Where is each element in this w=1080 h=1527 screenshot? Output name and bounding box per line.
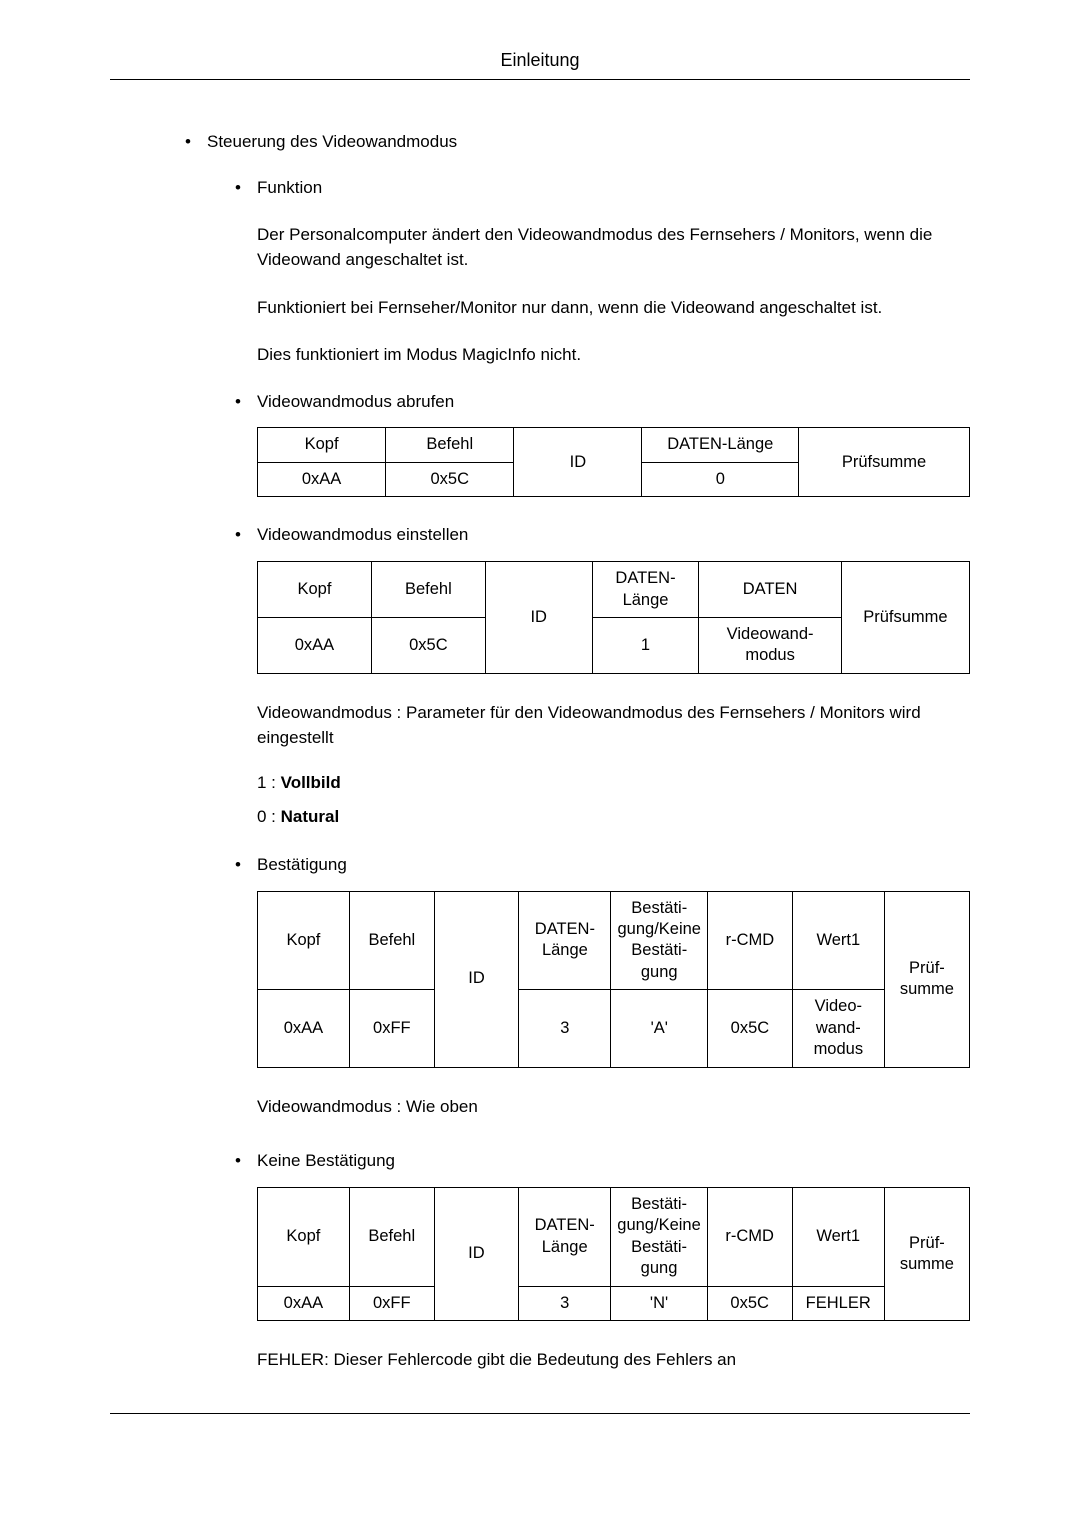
table-cell: 3 xyxy=(519,990,611,1067)
table-cell: Videowand-modus xyxy=(699,617,841,673)
paragraph: Dies funktioniert im Modus MagicInfo nic… xyxy=(257,342,970,368)
table-cell: FEHLER xyxy=(792,1286,884,1320)
table-header-cell: Wert1 xyxy=(792,1187,884,1286)
table-cell: 0x5C xyxy=(707,1286,792,1320)
section-title: Videowandmodus einstellen xyxy=(257,523,970,547)
table-cell: Video-wand-modus xyxy=(792,990,884,1067)
table-header-cell: ID xyxy=(434,891,518,1067)
table-header-cell: DATEN-Länge xyxy=(519,1187,611,1286)
bullet-icon: • xyxy=(235,1149,257,1173)
option-value: Vollbild xyxy=(281,773,341,792)
section-title: Funktion xyxy=(257,176,970,200)
table-cell: 'N' xyxy=(611,1286,708,1320)
table-description: Videowandmodus : Parameter für den Video… xyxy=(235,700,970,751)
table-header-cell: r-CMD xyxy=(707,891,792,990)
table-cell: 0xAA xyxy=(258,990,350,1067)
bullet-icon: • xyxy=(235,390,257,414)
table-header-cell: ID xyxy=(514,428,642,497)
table-einstellen: Kopf Befehl ID DATEN-Länge DATEN Prüfsum… xyxy=(257,561,970,674)
table-header-cell: r-CMD xyxy=(707,1187,792,1286)
option-line: 0 : Natural xyxy=(257,807,970,827)
option-prefix: 0 : xyxy=(257,807,281,826)
section-title: Keine Bestätigung xyxy=(257,1149,970,1173)
bullet-icon: • xyxy=(235,523,257,547)
level1-title: Steuerung des Videowandmodus xyxy=(207,130,970,154)
table-abrufen: Kopf Befehl ID DATEN-Länge Prüfsumme 0xA… xyxy=(257,427,970,497)
bullet-icon: • xyxy=(185,130,207,154)
table-description: Videowandmodus : Wie oben xyxy=(235,1094,970,1120)
table-cell: 0x5C xyxy=(386,462,514,496)
option-prefix: 1 : xyxy=(257,773,281,792)
table-header-cell: Kopf xyxy=(258,428,386,462)
table-header-cell: Befehl xyxy=(386,428,514,462)
section-title: Videowandmodus abrufen xyxy=(257,390,970,414)
page-header: Einleitung xyxy=(110,50,970,80)
table-header-cell: Prüf-summe xyxy=(884,1187,969,1320)
content-level2: • Funktion Der Personalcomputer ändert d… xyxy=(185,176,970,1373)
table-header-cell: ID xyxy=(485,562,592,674)
bullet-icon: • xyxy=(235,176,257,200)
table-cell: 0xAA xyxy=(258,462,386,496)
content-level1: • Steuerung des Videowandmodus • Funktio… xyxy=(110,130,970,1373)
table-cell: 3 xyxy=(519,1286,611,1320)
table-cell: 0x5C xyxy=(707,990,792,1067)
table-cell: 'A' xyxy=(611,990,708,1067)
section-body: Der Personalcomputer ändert den Videowan… xyxy=(235,222,970,368)
table-bestaetigung: Kopf Befehl ID DATEN-Länge Bestäti-gung/… xyxy=(257,891,970,1068)
section-title: Bestätigung xyxy=(257,853,970,877)
table-header-cell: Befehl xyxy=(371,562,485,618)
table-header-cell: Bestäti-gung/Keine Bestäti-gung xyxy=(611,1187,708,1286)
table-header-cell: Bestäti-gung/Keine Bestäti-gung xyxy=(611,891,708,990)
option-line: 1 : Vollbild xyxy=(257,773,970,793)
paragraph: Funktioniert bei Fernseher/Monitor nur d… xyxy=(257,295,970,321)
footer-rule xyxy=(110,1413,970,1414)
table-cell: 0xFF xyxy=(349,1286,434,1320)
table-header-cell: Kopf xyxy=(258,562,372,618)
table-header-cell: DATEN xyxy=(699,562,841,618)
paragraph: Der Personalcomputer ändert den Videowan… xyxy=(257,222,970,273)
table-header-cell: ID xyxy=(434,1187,518,1320)
table-header-cell: DATEN-Länge xyxy=(642,428,799,462)
table-cell: 0xAA xyxy=(258,1286,350,1320)
table-header-cell: Prüfsumme xyxy=(799,428,970,497)
table-description: FEHLER: Dieser Fehlercode gibt die Bedeu… xyxy=(235,1347,970,1373)
table-header-cell: DATEN-Länge xyxy=(592,562,699,618)
table-cell: 0xFF xyxy=(349,990,434,1067)
table-cell: 0xAA xyxy=(258,617,372,673)
table-cell: 0 xyxy=(642,462,799,496)
table-header-cell: Kopf xyxy=(258,1187,350,1286)
page: Einleitung • Steuerung des Videowandmodu… xyxy=(0,0,1080,1474)
table-header-cell: Befehl xyxy=(349,1187,434,1286)
table-keine-bestaetigung: Kopf Befehl ID DATEN-Länge Bestäti-gung/… xyxy=(257,1187,970,1321)
table-header-cell: Befehl xyxy=(349,891,434,990)
option-value: Natural xyxy=(281,807,340,826)
table-cell: 1 xyxy=(592,617,699,673)
table-header-cell: Prüf-summe xyxy=(884,891,969,1067)
table-cell: 0x5C xyxy=(371,617,485,673)
table-header-cell: DATEN-Länge xyxy=(519,891,611,990)
table-header-cell: Wert1 xyxy=(792,891,884,990)
bullet-icon: • xyxy=(235,853,257,877)
table-header-cell: Kopf xyxy=(258,891,350,990)
table-header-cell: Prüfsumme xyxy=(841,562,969,674)
